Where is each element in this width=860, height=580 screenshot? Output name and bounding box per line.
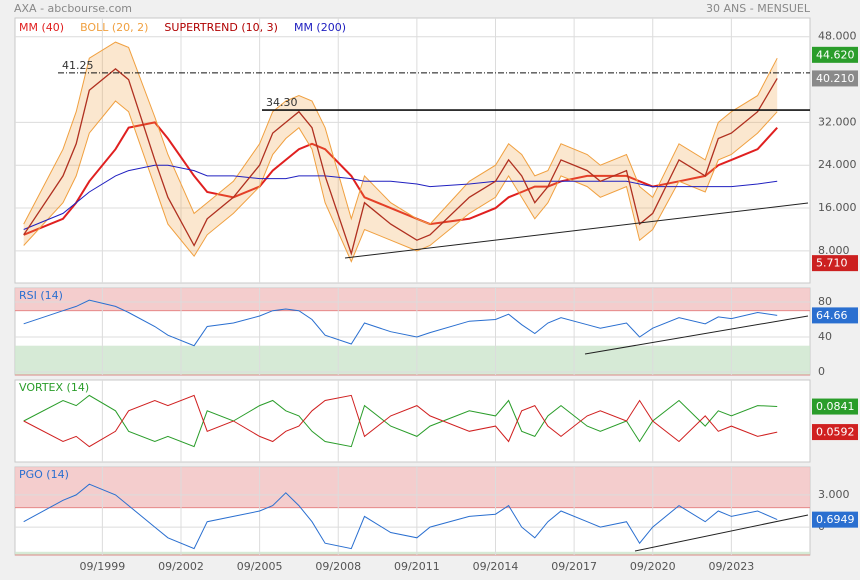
series-line	[23, 394, 778, 448]
value-tag-label: 64.66	[816, 309, 848, 322]
value-tag-label: 0.0592	[816, 426, 855, 439]
x-tick-label: 09/2014	[473, 560, 519, 573]
legend-entry: MM (200)	[294, 21, 346, 34]
value-tag-label: 0.0841	[816, 400, 855, 413]
x-tick-label: 09/2008	[315, 560, 361, 573]
y-tick-label: 3.000	[818, 488, 850, 501]
value-tag-label: 5.710	[816, 257, 848, 270]
value-tag	[812, 46, 858, 63]
value-tag-label: 40.210	[816, 72, 855, 85]
x-tick-label: 09/2023	[709, 560, 755, 573]
value-tag-label: 0.6949	[816, 513, 855, 526]
trend-lines	[344, 202, 809, 552]
legend-entry: SUPERTREND (10, 3)	[164, 21, 278, 34]
level-label: 34.30	[266, 96, 298, 109]
value-tag	[812, 398, 858, 415]
value-tag	[812, 255, 858, 272]
band-fill	[23, 42, 778, 262]
panel-title: RSI (14)	[19, 289, 63, 302]
x-tick-label: 09/2002	[158, 560, 204, 573]
value-tag	[812, 511, 858, 528]
series-line	[23, 164, 778, 230]
y-tick-label: 8.000	[818, 244, 850, 257]
panel-title: VORTEX (14)	[19, 381, 89, 394]
series-line	[23, 121, 778, 236]
value-tag-label: 44.620	[816, 48, 855, 61]
page-title: AXA - abcbourse.com	[14, 2, 132, 15]
trend-line	[584, 315, 809, 355]
zone	[15, 467, 810, 508]
x-tick-label: 09/2011	[394, 560, 440, 573]
zone	[15, 345, 810, 375]
price-line	[23, 68, 778, 256]
x-tick-label: 09/2017	[551, 560, 597, 573]
series-line	[23, 41, 778, 225]
value-tag	[812, 307, 858, 324]
plot-area	[14, 379, 811, 463]
series-line	[23, 394, 778, 448]
level-label: 41.25	[62, 59, 94, 72]
y-tick-label: 80	[818, 295, 832, 308]
legend-entry: MM (40)	[19, 21, 64, 34]
trend-line	[344, 202, 809, 259]
x-tick-label: 09/2020	[630, 560, 676, 573]
y-tick-label: 40	[818, 330, 832, 343]
zone	[15, 551, 810, 555]
y-tick-label: 48.000	[818, 30, 857, 43]
value-tag	[812, 424, 858, 441]
trend-line	[634, 514, 809, 552]
x-tick-label: 09/1999	[80, 560, 126, 573]
y-tick-label: 32.000	[818, 115, 857, 128]
plot-area	[14, 17, 811, 284]
series-line	[23, 483, 778, 550]
legend-entry: BOLL (20, 2)	[80, 21, 148, 34]
y-tick-label: 0	[818, 365, 825, 378]
zone	[15, 288, 810, 311]
y-tick-label: 16.000	[818, 201, 857, 214]
y-tick-label: 24.000	[818, 158, 857, 171]
series-line	[23, 299, 778, 347]
plots: 8.000 16.000 24.000 32.000 48.000 41.25 34.30 4…	[14, 17, 858, 573]
x-tick-label: 09/2005	[237, 560, 283, 573]
value-tag	[812, 70, 858, 87]
band-lower	[23, 100, 778, 263]
period: 30 ANS - MENSUEL	[706, 2, 811, 15]
panel-title: PGO (14)	[19, 468, 69, 481]
